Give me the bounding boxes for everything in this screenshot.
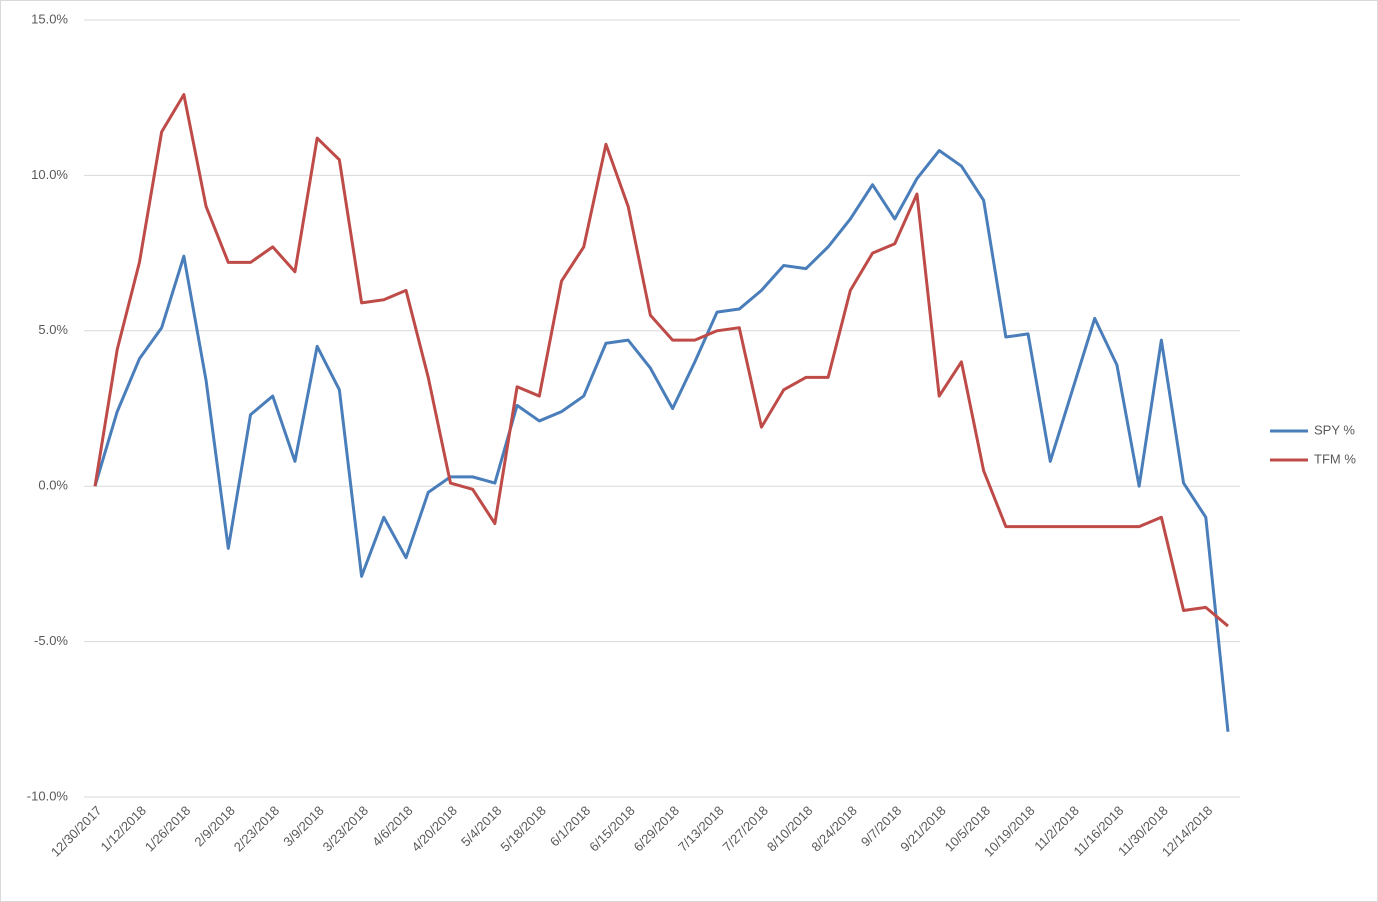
y-tick-label: 15.0% — [31, 11, 68, 26]
legend-label: TFM % — [1314, 451, 1356, 466]
series-line — [93, 93, 1229, 628]
legend-label: SPY % — [1314, 422, 1355, 437]
y-tick-label: -10.0% — [27, 788, 69, 803]
y-tick-label: 0.0% — [38, 478, 68, 493]
y-tick-label: 5.0% — [38, 322, 68, 337]
y-tick-label: 10.0% — [31, 167, 68, 182]
series-line — [93, 149, 1230, 732]
y-tick-label: -5.0% — [34, 633, 68, 648]
